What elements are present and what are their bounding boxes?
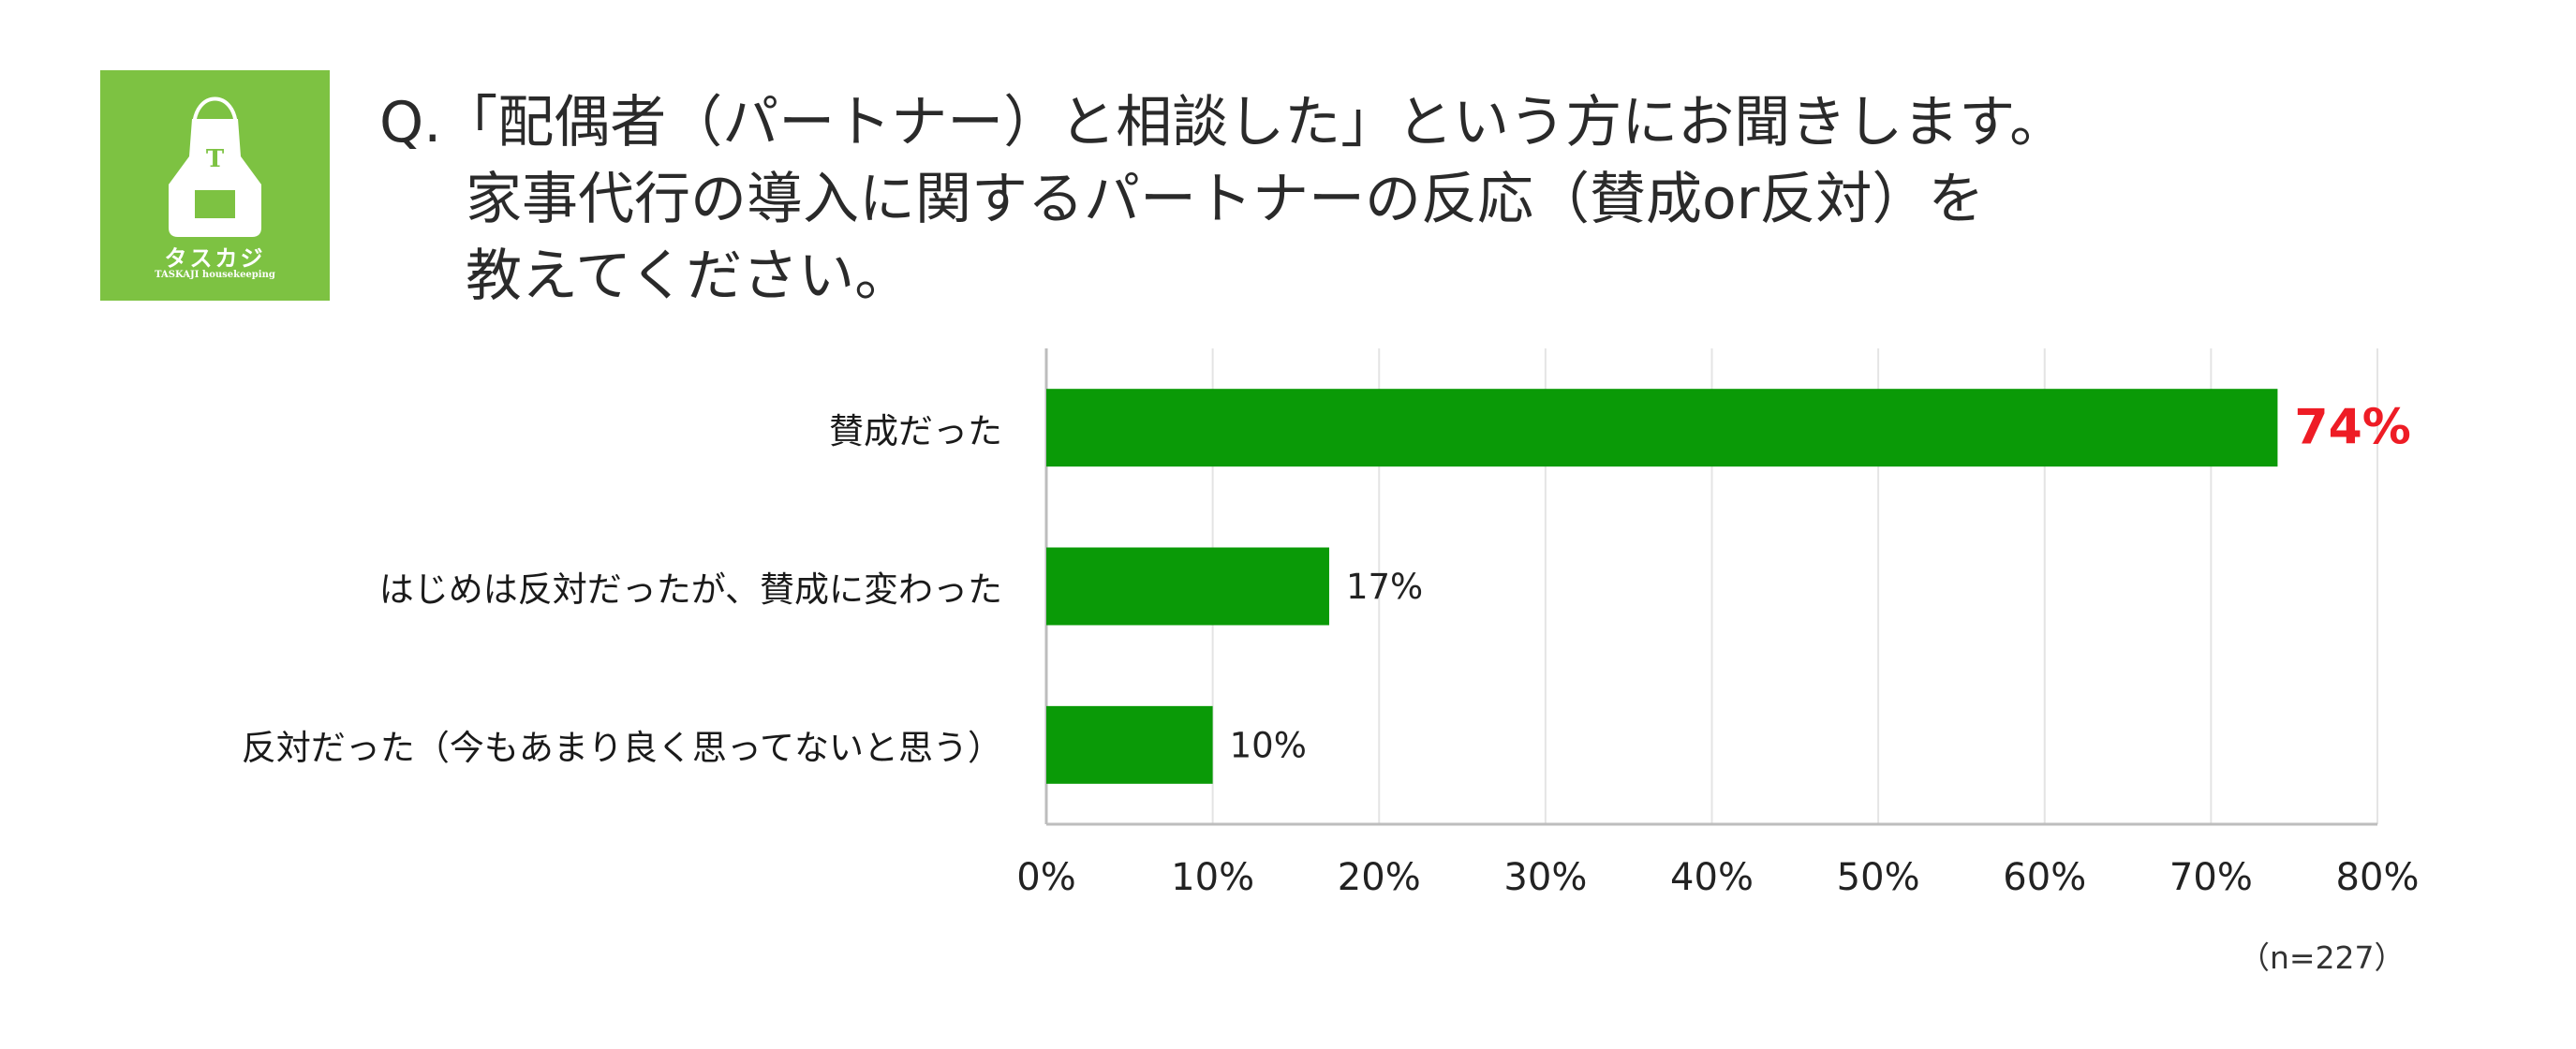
question-line-3: 教えてください。 [466,244,911,309]
question-text: Q.「配偶者（パートナー）と相談した」という方にお聞きします。 家事代行の導入に… [379,84,2065,315]
sample-size-note: （n=227） [2239,939,2406,976]
data-label: 74% [2294,400,2410,456]
category-label: はじめは反対だったが、賛成に変わった [378,569,1002,610]
bar [1046,389,2278,467]
x-tick-label: 10% [1171,856,1254,899]
x-tick-label: 70% [2169,856,2253,899]
x-tick-label: 40% [1670,856,1754,899]
category-label: 賛成だった [829,410,1002,451]
taskaji-logo: T タスカジ TASKAJI housekeeping [100,70,330,301]
category-label: 反対だった（今もあまり良く思ってないと思う） [241,728,1002,769]
data-label: 17% [1346,567,1423,607]
logo-name-en: TASKAJI housekeeping [155,270,275,280]
bar [1046,705,1213,784]
x-tick-label: 50% [1837,856,1920,899]
x-tick-label: 20% [1338,856,1421,899]
bar [1046,547,1329,626]
logo-name-jp: タスカジ [164,245,266,272]
apron-icon [169,96,261,237]
question-line-2: 家事代行の導入に関するパートナーの反応（賛成or反対）を [466,167,1985,232]
x-tick-label: 0% [1016,856,1075,899]
x-tick-label: 60% [2003,856,2086,899]
question-line-1: Q.「配偶者（パートナー）と相談した」という方にお聞きします。 [379,90,2066,155]
x-tick-label: 80% [2336,856,2420,899]
data-label: 10% [1230,725,1307,765]
x-tick-label: 30% [1503,856,1587,899]
logo-initial: T [205,145,225,173]
